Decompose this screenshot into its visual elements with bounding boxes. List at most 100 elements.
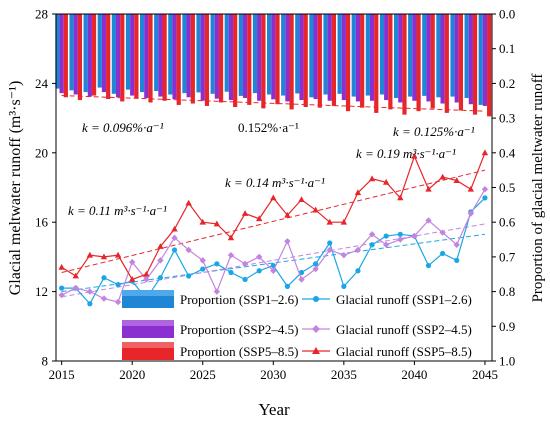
bar-proportion-ssp2-4-5-2042: [440, 14, 445, 104]
bar-proportion-ssp1-2-6-2029: [252, 14, 258, 94]
y-right-tick-label-0.7: 0.7: [499, 249, 516, 264]
legend: Proportion (SSP1–2.6) Proportion (SSP2–4…: [122, 290, 472, 360]
point-glacial-runoff-ssp1-2-6-2031: [284, 283, 290, 289]
bar-proportion-ssp2-4-5-2015: [59, 14, 64, 94]
bar-proportion-ssp1-2-6-2042: [436, 14, 441, 98]
point-glacial-runoff-ssp5-8-5-2029: [255, 215, 263, 222]
bar-proportion-ssp5-8-5-2041: [430, 14, 435, 109]
bar-proportion-ssp2-4-5-2024: [186, 14, 191, 98]
bar-proportion-ssp5-8-5-2030: [275, 14, 280, 105]
bar-proportion-ssp2-4-5-2035: [341, 14, 346, 101]
bar-proportion-ssp5-8-5-2026: [218, 14, 224, 103]
annotation-k-ssp585-runoff: k = 0.19 m³·s⁻¹·a⁻¹: [356, 146, 456, 161]
legend-marker-runoff-ssp126: [313, 296, 319, 302]
y-axis-right-title: Proportion of glacial meltwater runoff: [530, 74, 546, 303]
bar-proportion-ssp5-8-5-2024: [190, 14, 195, 104]
bar-proportion-ssp2-4-5-2029: [257, 14, 262, 101]
bar-proportion-ssp1-2-6-2022: [154, 14, 159, 92]
point-glacial-runoff-ssp2-4-5-2033: [312, 265, 319, 273]
y-right-tick-label-1.0: 1.0: [499, 354, 515, 369]
bar-proportion-ssp2-4-5-2044: [468, 14, 473, 105]
bar-proportion-ssp2-4-5-2022: [158, 14, 163, 97]
bar-proportion-ssp1-2-6-2026: [210, 14, 215, 94]
y-right-tick-label-0.2: 0.2: [499, 76, 515, 91]
point-glacial-runoff-ssp1-2-6-2017: [87, 301, 93, 307]
bar-proportion-ssp2-4-5-2025: [200, 14, 205, 101]
point-glacial-runoff-ssp2-4-5-2023: [171, 234, 178, 242]
legend-label-runoff-ssp585: Glacial runoff (SSP5–8.5): [336, 344, 472, 359]
bar-proportion-ssp5-8-5-2034: [331, 14, 337, 106]
point-glacial-runoff-ssp2-4-5-2029: [255, 253, 263, 261]
annotation-k-ssp245-runoff: k = 0.14 m³·s⁻¹·a⁻¹: [225, 175, 325, 190]
runoff-lines: [58, 149, 489, 307]
bar-proportion-ssp5-8-5-2025: [204, 14, 210, 106]
bar-proportion-ssp5-8-5-2039: [402, 14, 407, 115]
point-glacial-runoff-ssp5-8-5-2034: [326, 218, 333, 225]
point-glacial-runoff-ssp5-8-5-2031: [284, 211, 291, 218]
bar-proportion-ssp5-8-5-2029: [261, 14, 266, 109]
bar-proportion-ssp1-2-6-2023: [168, 14, 173, 95]
point-glacial-runoff-ssp5-8-5-2037: [368, 175, 376, 182]
bar-proportion-ssp2-4-5-2026: [214, 14, 219, 99]
axes: 2015 2020 2025 2030 2035 2040 2045 8 12 16 20 24 28 0…: [35, 7, 516, 383]
bar-proportion-ssp5-8-5-2036: [360, 14, 365, 108]
bar-proportion-ssp1-2-6-2015: [55, 14, 60, 89]
bar-proportion-ssp1-2-6-2036: [351, 14, 356, 97]
legend-marker-runoff-ssp585: [312, 347, 320, 354]
x-tick-label-2025: 2025: [190, 367, 216, 382]
bar-proportion-ssp5-8-5-2038: [388, 14, 393, 110]
point-glacial-runoff-ssp1-2-6-2035: [341, 283, 347, 289]
point-glacial-runoff-ssp2-4-5-2021: [143, 276, 150, 283]
bar-proportion-ssp2-4-5-2020: [130, 14, 135, 96]
bar-proportion-ssp2-4-5-2034: [327, 14, 332, 101]
point-glacial-runoff-ssp5-8-5-2033: [312, 206, 319, 213]
bar-proportion-ssp1-2-6-2016: [69, 14, 74, 91]
y-left-tick-label-24: 24: [35, 76, 49, 91]
bar-proportion-ssp2-4-5-2028: [242, 14, 248, 98]
point-glacial-runoff-ssp1-2-6-2043: [454, 257, 460, 263]
point-glacial-runoff-ssp5-8-5-2016: [72, 272, 79, 279]
legend-swatch-highlight-ssp245: [122, 320, 174, 326]
point-glacial-runoff-ssp2-4-5-2037: [368, 231, 376, 238]
x-tick-label-2015: 2015: [49, 367, 75, 382]
bar-proportion-ssp1-2-6-2031: [281, 14, 286, 96]
annotation-k-ssp126-proportion: k = 0.096%·a⁻¹: [82, 120, 164, 135]
point-glacial-runoff-ssp1-2-6-2022: [157, 275, 164, 281]
y-right-tick-label-0.9: 0.9: [499, 319, 515, 334]
bar-proportion-ssp1-2-6-2032: [295, 14, 300, 94]
bar-proportion-ssp1-2-6-2034: [323, 14, 328, 95]
bar-proportion-ssp5-8-5-2045: [487, 14, 492, 117]
y-right-tick-label-0.0: 0.0: [499, 7, 515, 22]
bar-proportion-ssp2-4-5-2023: [172, 14, 177, 100]
point-glacial-runoff-ssp1-2-6-2036: [355, 268, 361, 274]
bar-proportion-ssp2-4-5-2031: [285, 14, 290, 102]
bar-proportion-ssp2-4-5-2032: [299, 14, 304, 101]
point-glacial-runoff-ssp5-8-5-2022: [157, 243, 164, 249]
point-glacial-runoff-ssp5-8-5-2038: [382, 178, 390, 185]
point-glacial-runoff-ssp1-2-6-2028: [242, 276, 248, 283]
bar-proportion-ssp5-8-5-2044: [472, 14, 478, 115]
point-glacial-runoff-ssp1-2-6-2038: [383, 233, 389, 239]
bar-proportion-ssp5-8-5-2032: [303, 14, 308, 107]
point-glacial-runoff-ssp5-8-5-2041: [425, 185, 432, 192]
point-glacial-runoff-ssp1-2-6-2041: [425, 262, 432, 269]
point-glacial-runoff-ssp2-4-5-2045: [481, 186, 489, 193]
point-glacial-runoff-ssp5-8-5-2017: [86, 251, 94, 258]
bar-proportion-ssp1-2-6-2025: [196, 14, 201, 93]
bar-proportion-ssp5-8-5-2019: [120, 14, 125, 102]
point-glacial-runoff-ssp1-2-6-2032: [298, 269, 305, 276]
point-glacial-runoff-ssp2-4-5-2017: [86, 288, 94, 295]
annotation-k-ssp126-runoff: k = 0.11 m³·s⁻¹·a⁻¹: [68, 203, 167, 218]
point-glacial-runoff-ssp1-2-6-2023: [171, 247, 178, 253]
point-glacial-runoff-ssp5-8-5-2035: [340, 218, 348, 225]
bar-proportion-ssp1-2-6-2030: [266, 14, 272, 95]
x-tick-label-2035: 2035: [331, 367, 357, 382]
y-left-tick-label-16: 16: [35, 215, 49, 230]
bar-proportion-ssp5-8-5-2021: [148, 14, 153, 103]
bar-proportion-ssp1-2-6-2020: [125, 14, 131, 90]
point-glacial-runoff-ssp1-2-6-2015: [59, 285, 65, 291]
bar-proportion-ssp2-4-5-2030: [271, 14, 276, 100]
bar-proportion-ssp5-8-5-2037: [374, 14, 379, 113]
x-tick-label-2030: 2030: [260, 367, 286, 382]
